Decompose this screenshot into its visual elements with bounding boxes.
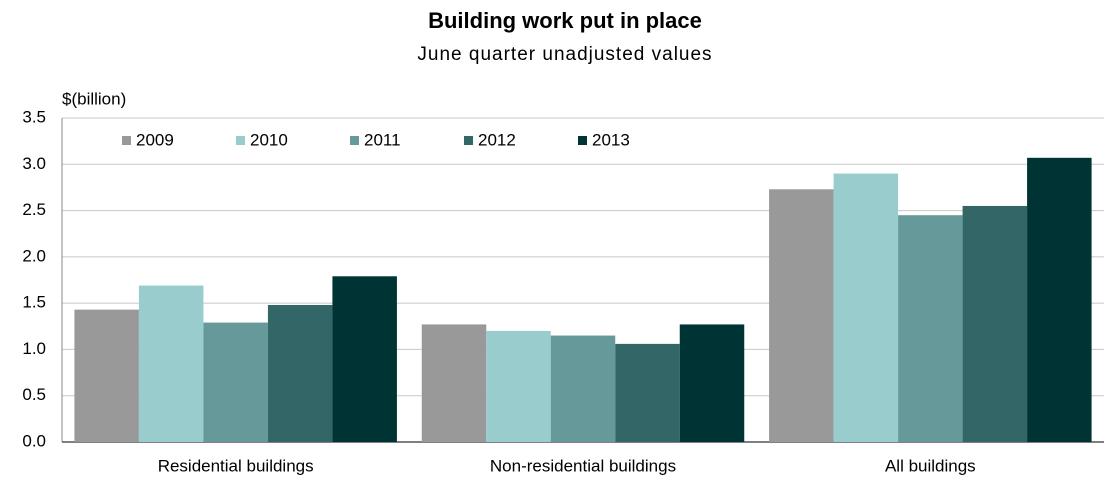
bar	[833, 173, 899, 443]
bar	[138, 285, 204, 442]
bar	[1027, 157, 1092, 442]
legend-swatch	[578, 136, 587, 145]
legend-label: 2010	[250, 130, 288, 149]
legend-label: 2009	[136, 130, 174, 149]
bar	[203, 322, 268, 442]
bar	[679, 324, 745, 442]
x-tick-label: Residential buildings	[158, 456, 314, 475]
legend-swatch	[122, 136, 131, 145]
bar	[769, 189, 834, 442]
bar	[898, 215, 963, 442]
bar	[421, 324, 487, 442]
x-tick-label: All buildings	[885, 456, 976, 475]
y-tick-label: 0.5	[22, 385, 46, 404]
y-tick-label: 0.0	[22, 431, 46, 450]
y-tick-label: 1.0	[22, 339, 46, 358]
x-tick-label: Non-residential buildings	[490, 456, 676, 475]
y-tick-label: 3.0	[22, 154, 46, 173]
bar	[486, 330, 551, 442]
bar	[962, 205, 1028, 442]
bar	[267, 304, 333, 442]
legend-label: 2011	[364, 130, 401, 149]
y-tick-label: 2.0	[22, 246, 46, 265]
bar	[550, 335, 616, 442]
legend-swatch	[464, 136, 473, 145]
bar	[74, 309, 139, 442]
chart-title: Building work put in place	[428, 8, 702, 33]
y-tick-label: 1.5	[22, 293, 46, 312]
y-tick-label: 2.5	[22, 200, 46, 219]
bar	[615, 343, 680, 442]
legend-swatch	[350, 136, 359, 145]
bar	[332, 276, 397, 442]
chart-subtitle: June quarter unadjusted values	[417, 44, 712, 65]
legend-label: 2013	[592, 130, 630, 149]
y-tick-label: 3.5	[22, 107, 46, 126]
legend-swatch	[236, 136, 245, 145]
y-axis-label: $(billion)	[62, 89, 126, 108]
legend-label: 2012	[478, 130, 516, 149]
